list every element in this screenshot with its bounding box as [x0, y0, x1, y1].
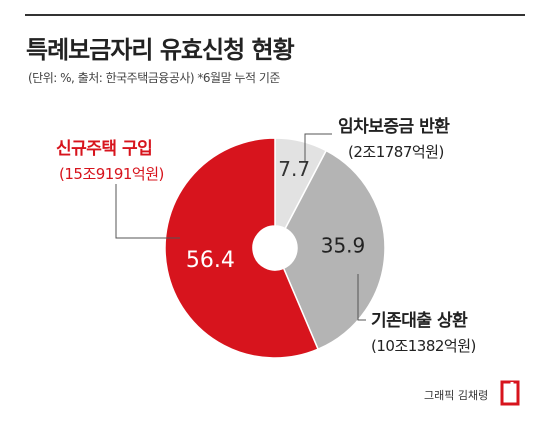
label-deposit-return-name: 임차보증금 반환	[338, 117, 450, 137]
label-refinance: 기존대출 상환 (10조1382억원)	[371, 306, 476, 356]
label-refinance-name: 기존대출 상환	[371, 311, 468, 331]
publisher-logo-icon	[500, 380, 520, 406]
value-labels: 7.7 35.9 56.4	[186, 157, 365, 273]
chart-subtitle: (단위: %, 출처: 한국주택금융공사) *6월말 누적 기준	[28, 71, 280, 85]
value-label-refinance: 35.9	[321, 234, 366, 258]
donut-slices	[164, 137, 386, 359]
leader-line-refinance	[357, 274, 366, 321]
leader-line-deposit-return	[304, 133, 332, 162]
label-new-purchase-name: 신규주택 구입	[56, 139, 153, 159]
label-deposit-return-amount: (2조1787억원)	[348, 143, 444, 161]
chart-title: 특례보금자리 유효신청 현황	[26, 36, 295, 64]
label-deposit-return: 임차보증금 반환 (2조1787억원)	[338, 112, 450, 162]
value-label-new-purchase: 56.4	[186, 248, 235, 273]
slice-refinance	[282, 149, 386, 351]
slice-new-purchase	[164, 137, 320, 359]
top-rule	[25, 14, 525, 16]
leader-lines	[115, 133, 366, 321]
leader-line-new-purchase	[115, 184, 180, 239]
value-label-deposit-return: 7.7	[278, 157, 310, 181]
label-new-purchase: 신규주택 구입 (15조9191억원)	[56, 134, 164, 184]
label-refinance-amount: (10조1382억원)	[371, 337, 476, 355]
graphic-credit: 그래픽 김채령	[424, 389, 489, 402]
label-new-purchase-amount: (15조9191억원)	[59, 165, 164, 183]
